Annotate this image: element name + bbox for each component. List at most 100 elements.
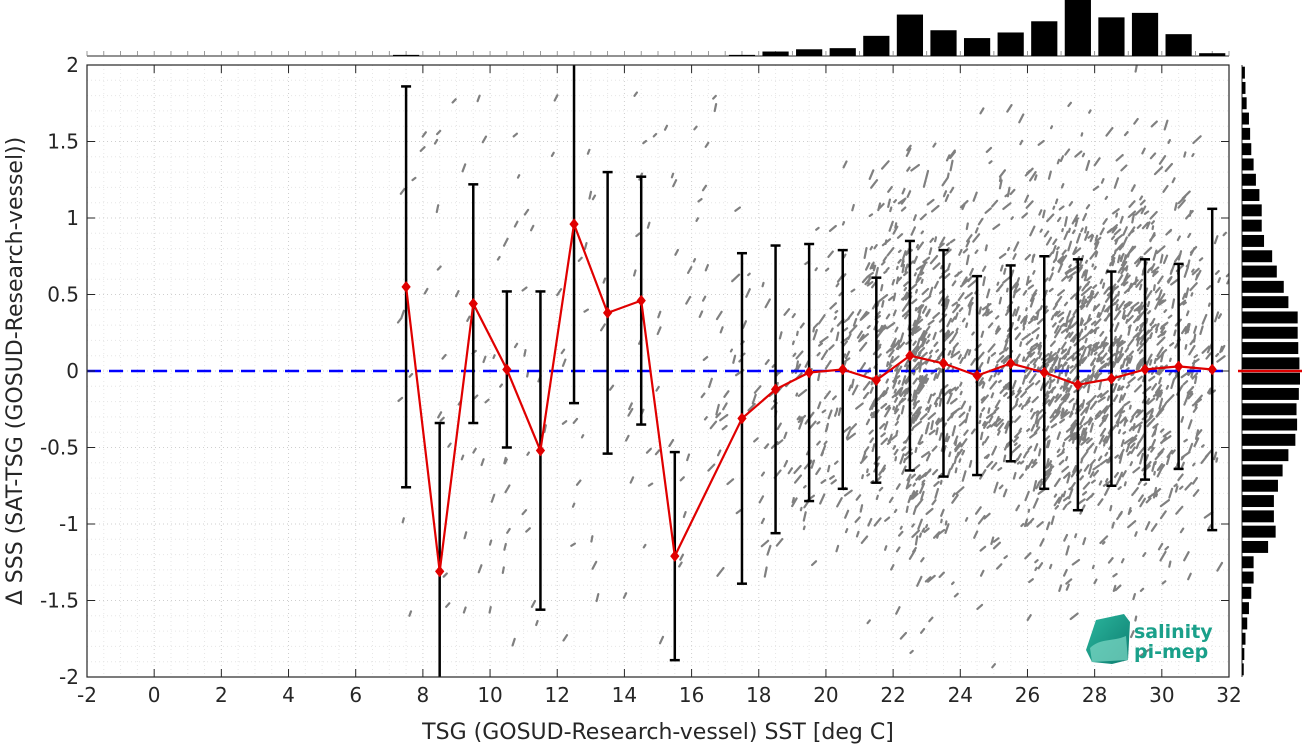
right-histogram-bar — [1242, 418, 1298, 431]
y-tick-label: -1.5 — [40, 589, 79, 613]
right-histogram-bar — [1242, 495, 1274, 508]
x-tick-label: 26 — [1015, 683, 1040, 707]
mean-point — [401, 281, 411, 293]
x-tick-labels: -2 0 2 4 6 8 10 12 14 16 18 20 22 24 26 28 30 32 — [77, 683, 1242, 707]
right-histogram-bar — [1242, 311, 1298, 324]
top-histogram-bar — [1098, 17, 1125, 56]
right-histogram-bar — [1242, 173, 1256, 186]
x-tick-label: 30 — [1149, 683, 1174, 707]
y-tick-label: -2 — [59, 665, 79, 689]
right-histogram-bar — [1242, 250, 1273, 263]
y-tick-label: 2 — [66, 53, 79, 77]
x-tick-label: 12 — [545, 683, 570, 707]
y-tick-label: 1.5 — [47, 130, 79, 154]
right-histogram-bar — [1242, 372, 1300, 385]
mean-point — [1039, 366, 1049, 379]
right-histogram-bar — [1242, 296, 1289, 309]
x-tick-label: -2 — [77, 683, 97, 707]
mean-point — [569, 218, 579, 230]
logo-line1: salinity — [1134, 621, 1213, 643]
mean-point — [770, 383, 781, 396]
y-tick-label: 0.5 — [47, 283, 79, 307]
right-histogram-bar — [1242, 525, 1276, 538]
x-tick-label: 28 — [1082, 683, 1107, 707]
right-histogram-bar — [1242, 433, 1296, 446]
binned-mean-series — [401, 218, 1217, 578]
x-tick-label: 24 — [948, 683, 973, 707]
mean-point — [502, 363, 512, 376]
x-tick-label: 14 — [612, 683, 637, 707]
y-tick-label: 1 — [66, 206, 79, 230]
right-histogram-bar — [1242, 204, 1262, 217]
top-histogram-bar — [1064, 0, 1091, 56]
mean-point — [838, 363, 848, 376]
right-histogram-bar — [1242, 479, 1278, 492]
top-histogram-bar — [1031, 21, 1058, 57]
mean-point — [938, 357, 949, 370]
x-tick-label: 4 — [282, 683, 295, 707]
mean-point — [468, 297, 478, 310]
x-tick-label: 32 — [1216, 683, 1241, 707]
right-histogram-bar — [1242, 97, 1247, 110]
x-tick-label: 10 — [477, 683, 502, 707]
y-tick-label: 0 — [66, 359, 79, 383]
mean-point — [636, 294, 646, 307]
y-tick-label: -1 — [59, 512, 79, 536]
top-histogram-bar — [896, 14, 924, 56]
right-histogram-bar — [1242, 602, 1249, 615]
y-axis-title: Δ SSS (SAT-TSG (GOSUD-Research-vessel)) — [3, 137, 28, 605]
right-histogram-bar — [1242, 571, 1254, 584]
right-histogram-bar — [1242, 143, 1252, 156]
top-histogram-bar — [1199, 53, 1226, 56]
right-histogram-bar — [1242, 617, 1248, 630]
top-histogram-bar — [796, 49, 823, 56]
right-histogram-bar — [1242, 648, 1245, 661]
x-tick-label: 22 — [880, 683, 905, 707]
mean-point — [905, 349, 915, 362]
y-tick-label: -0.5 — [40, 436, 79, 460]
top-histogram-bar — [997, 32, 1024, 56]
mean-point — [535, 444, 546, 457]
x-tick-label: 20 — [813, 683, 838, 707]
mean-line — [405, 219, 1213, 572]
mean-point — [1140, 363, 1150, 376]
right-histogram-bar — [1242, 234, 1265, 247]
right-histogram-bar — [1242, 189, 1260, 202]
plot-frame — [86, 64, 1230, 678]
right-histogram-bar — [1242, 326, 1298, 339]
mean-point — [972, 369, 982, 382]
right-histogram-bar — [1242, 387, 1299, 400]
right-histogram-bar — [1242, 158, 1254, 171]
right-histogram-bar — [1242, 449, 1289, 462]
mean-point — [1073, 378, 1083, 391]
top-histogram-bar — [762, 51, 789, 56]
right-histogram-bar — [1242, 510, 1274, 523]
mean-point — [1173, 360, 1184, 373]
right-histogram-bar — [1242, 342, 1299, 355]
top-histogram-bar — [1131, 12, 1159, 56]
mean-point — [804, 366, 814, 379]
right-histogram-bar — [1242, 556, 1254, 569]
right-histogram-bar — [1242, 357, 1300, 370]
x-tick-label: 2 — [215, 683, 228, 707]
mean-point — [602, 307, 613, 319]
top-histogram — [86, 0, 1230, 57]
right-histogram-bar — [1242, 280, 1284, 293]
top-histogram-bar — [1165, 34, 1192, 56]
x-tick-label: 16 — [679, 683, 704, 707]
top-histogram-bar — [863, 35, 890, 56]
right-histogram-bar — [1242, 540, 1269, 553]
right-histogram-bar — [1242, 403, 1297, 416]
mean-point — [1006, 357, 1016, 370]
top-histogram-bar — [728, 54, 756, 56]
mean-point — [435, 565, 445, 578]
top-histogram-bar — [963, 38, 991, 56]
x-tick-label: 18 — [746, 683, 771, 707]
top-histogram-bar — [392, 54, 420, 56]
mean-point — [670, 550, 680, 562]
right-histogram-bar — [1242, 265, 1277, 278]
x-tick-label: 8 — [417, 683, 430, 707]
right-histogram-bar — [1242, 81, 1246, 94]
x-tick-label: 6 — [349, 683, 362, 707]
